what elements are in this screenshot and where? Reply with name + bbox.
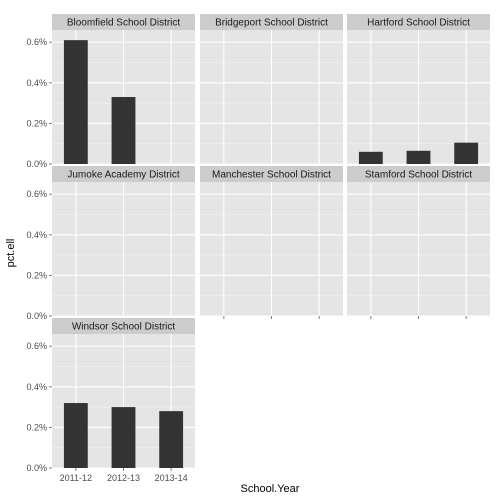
bar-hartford-school-district-2011-12 bbox=[358, 151, 383, 164]
facet-strip bbox=[347, 14, 490, 30]
facet-strip-label: Hartford School District bbox=[367, 18, 470, 29]
y-tick-label: 0.0% bbox=[26, 159, 47, 169]
y-tick-label: 0.6% bbox=[26, 341, 47, 351]
facet-strip-label: Bloomfield School District bbox=[67, 18, 181, 29]
facet-strip bbox=[52, 318, 195, 334]
y-tick-label: 0.4% bbox=[26, 382, 47, 392]
facet-jumoke-academy-district: Jumoke Academy District bbox=[52, 166, 195, 317]
x-tick-label: 2012-13 bbox=[107, 473, 140, 483]
x-axis: 2011-12 2012-13 2013-14 bbox=[60, 316, 467, 483]
facet-strip-label: Manchester School District bbox=[212, 170, 331, 181]
facet-strip-label: Windsor School District bbox=[72, 322, 176, 333]
bar-windsor-school-district-2011-12 bbox=[63, 403, 88, 468]
facet-manchester-school-district: Manchester School District bbox=[200, 166, 343, 317]
y-tick-label: 0.6% bbox=[26, 37, 47, 47]
y-tick-label: 0.0% bbox=[26, 311, 47, 321]
facet-panels: Bloomfield School District Bridgeport Sch… bbox=[52, 14, 490, 469]
y-tick-label: 0.2% bbox=[26, 118, 47, 128]
facet-strip bbox=[52, 166, 195, 182]
bar-hartford-school-district-2012-13 bbox=[406, 150, 431, 164]
bar-bloomfield-school-district-2011-12 bbox=[63, 40, 88, 164]
y-tick-label: 0.6% bbox=[26, 189, 47, 199]
facet-stamford-school-district: Stamford School District bbox=[347, 166, 490, 317]
facet-hartford-school-district: Hartford School District bbox=[347, 14, 490, 165]
facet-strip bbox=[200, 14, 343, 30]
bar-windsor-school-district-2012-13 bbox=[111, 407, 136, 468]
y-tick-label: 0.4% bbox=[26, 230, 47, 240]
bar-hartford-school-district-2013-14 bbox=[454, 142, 479, 164]
x-tick-label: 2013-14 bbox=[155, 473, 188, 483]
y-tick-label: 0.2% bbox=[26, 270, 47, 280]
facet-bridgeport-school-district: Bridgeport School District bbox=[200, 14, 343, 165]
facet-strip bbox=[347, 166, 490, 182]
y-axis-title: pct.ell bbox=[5, 239, 17, 268]
y-tick-label: 0.2% bbox=[26, 422, 47, 432]
facet-strip bbox=[52, 14, 195, 30]
x-axis-title: School.Year bbox=[241, 483, 300, 495]
bar-bloomfield-school-district-2012-13 bbox=[111, 97, 136, 164]
facet-strip-label: Jumoke Academy District bbox=[67, 170, 179, 181]
bar-windsor-school-district-2013-14 bbox=[159, 411, 184, 468]
y-axes: 0.0% 0.2% 0.4% 0.6% 0.0% 0.2% 0.4% 0.6% 0.0% 0.2%… bbox=[26, 37, 52, 473]
facet-windsor-school-district: Windsor School District bbox=[52, 318, 195, 469]
x-tick-label: 2011-12 bbox=[60, 473, 92, 483]
facet-strip bbox=[200, 166, 343, 182]
y-tick-label: 0.0% bbox=[26, 463, 47, 473]
facet-strip-label: Stamford School District bbox=[365, 170, 472, 181]
facet-strip-label: Bridgeport School District bbox=[215, 18, 328, 29]
facet-bloomfield-school-district: Bloomfield School District bbox=[52, 14, 195, 165]
y-tick-label: 0.4% bbox=[26, 78, 47, 88]
